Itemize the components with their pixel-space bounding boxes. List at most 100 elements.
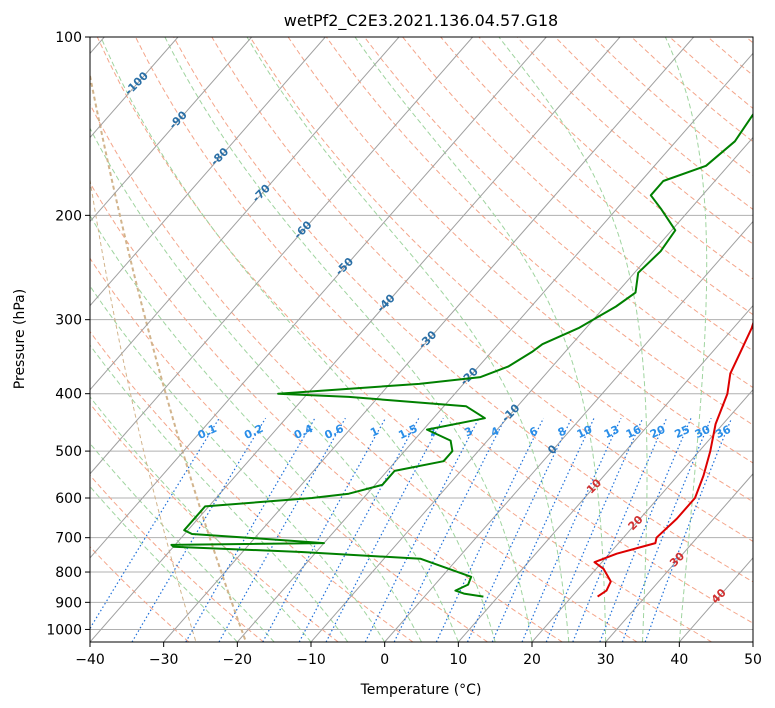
- dry-adiabats: [90, 37, 753, 642]
- mixing-ratio-label: 1.5: [396, 422, 419, 442]
- dry-adiabat: [745, 37, 753, 44]
- dry-adiabat: [325, 37, 753, 426]
- isotherm-line: [90, 37, 547, 559]
- moist-adiabat: [90, 442, 275, 642]
- y-tick-label: 700: [55, 531, 82, 547]
- dry-adiabat: [440, 37, 753, 316]
- mixing-ratio-line: [90, 417, 220, 630]
- isotherm-line: [752, 641, 753, 642]
- y-tick-label: 500: [55, 444, 82, 460]
- y-tick-label: 300: [55, 313, 82, 329]
- mixing-ratio-label: 25: [672, 423, 691, 441]
- y-axis-label: Pressure (hPa): [12, 289, 28, 389]
- y-tick-label: 800: [55, 565, 82, 581]
- x-tick-label: 40: [670, 652, 688, 668]
- mixing-ratio-line: [435, 417, 545, 642]
- mixing-ratio-line: [572, 417, 668, 642]
- moist-adiabat: [664, 37, 708, 642]
- x-tick-label: −20: [223, 652, 253, 668]
- dry-adiabat: [96, 37, 712, 642]
- mixing-ratio-line: [621, 417, 712, 642]
- dry-adiabat: [90, 257, 488, 642]
- mixing-ratio-line: [325, 417, 444, 642]
- moist-adiabat: [246, 37, 570, 642]
- isotherms: [90, 37, 753, 642]
- pressure-grid: [90, 37, 753, 630]
- mixing-ratio-line: [364, 417, 480, 642]
- mixing-ratio-lines: [90, 417, 733, 642]
- sounding-traces: [170, 112, 753, 598]
- mixing-ratio-line: [521, 417, 622, 642]
- mixing-ratio-line: [466, 417, 573, 642]
- mixing-ratio-label: 10: [575, 423, 595, 441]
- dry-adiabat: [90, 330, 414, 642]
- y-tick-label: 200: [55, 208, 82, 224]
- moist-adiabat: [90, 285, 386, 642]
- reference-arc: [90, 75, 247, 642]
- dry-adiabat: [593, 37, 753, 176]
- x-tick-label: −30: [149, 652, 179, 668]
- x-tick-label: 50: [744, 652, 762, 668]
- isotherm-line: [457, 304, 753, 642]
- dry-adiabat: [90, 181, 563, 642]
- mixing-ratio-labels: 0.1 0.2 0.4 0.6 1 1.5 2 3 4 6 8 10 13 16 20 25 30 36: [196, 422, 734, 442]
- dewpoint-trace: [170, 112, 753, 598]
- dry-adiabat: [707, 37, 753, 77]
- dry-adiabat: [90, 546, 190, 642]
- plot-frame: [89, 36, 754, 643]
- y-tick-label: 400: [55, 387, 82, 403]
- isotherm-line: [90, 37, 326, 307]
- mixing-ratio-label: 30: [693, 423, 713, 441]
- chart-title: wetPf2_C2E3.2021.136.04.57.G18: [284, 11, 558, 31]
- isotherm-line: [90, 37, 621, 642]
- mixing-ratio-label: 1: [368, 425, 380, 440]
- dry-adiabat: [173, 37, 753, 583]
- mixing-ratio-label: 0.1: [196, 422, 219, 442]
- x-tick-label: −40: [75, 652, 105, 668]
- mixing-ratio-label: 36: [713, 423, 733, 441]
- dry-adiabat: [90, 474, 264, 642]
- moist-adiabat: [498, 37, 648, 642]
- mixing-ratio-line: [545, 417, 644, 642]
- y-tick-label: 100: [55, 30, 82, 46]
- mixing-ratio-line: [491, 417, 595, 642]
- mixing-ratio-line: [644, 417, 733, 642]
- isotherm-line: [90, 37, 474, 475]
- mixing-ratio-line: [393, 417, 506, 642]
- x-tick-label: −10: [296, 652, 326, 668]
- dry-adiabat: [554, 37, 753, 211]
- mixing-ratio-label: 0.4: [292, 422, 315, 442]
- dry-adiabat: [287, 37, 753, 464]
- moist-adiabat: [90, 127, 459, 642]
- mixing-ratio-line: [185, 417, 316, 642]
- moist-adiabats: [90, 37, 708, 642]
- y-tick-label: 1000: [46, 622, 82, 638]
- temperature-trace: [593, 320, 753, 598]
- y-tick-label: 600: [55, 491, 82, 507]
- isotherm-line: [605, 473, 753, 642]
- mixing-ratio-label: 13: [602, 423, 621, 441]
- y-axis: 100 200 300 400 500 600 700 800 900 1000: [46, 30, 90, 638]
- x-axis-label: Temperature (°C): [360, 682, 482, 698]
- mixing-ratio-line: [599, 417, 692, 642]
- isotherm-line: [384, 220, 753, 642]
- x-tick-label: 10: [449, 652, 467, 668]
- mixing-ratio-label: 3: [462, 425, 474, 440]
- reference-arcs: [90, 75, 247, 642]
- dry-adiabat: [90, 402, 339, 642]
- isotherm-line: [163, 37, 695, 642]
- isotherm-line: [236, 52, 753, 642]
- y-tick-label: 900: [55, 595, 82, 611]
- dry-adiabat: [249, 37, 753, 503]
- x-axis: −40 −30 −20 −10 0 10 20 30 40 50: [75, 642, 762, 668]
- moist-adiabat: [100, 37, 496, 642]
- dry-adiabat: [135, 37, 753, 624]
- x-tick-label: 0: [380, 652, 389, 668]
- x-tick-label: 20: [523, 652, 541, 668]
- x-tick-label: 30: [597, 652, 615, 668]
- isotherm-line: [310, 136, 753, 642]
- dry-adiabat: [402, 37, 753, 352]
- moist-adiabat: [354, 37, 607, 642]
- moist-adiabat: [164, 37, 533, 642]
